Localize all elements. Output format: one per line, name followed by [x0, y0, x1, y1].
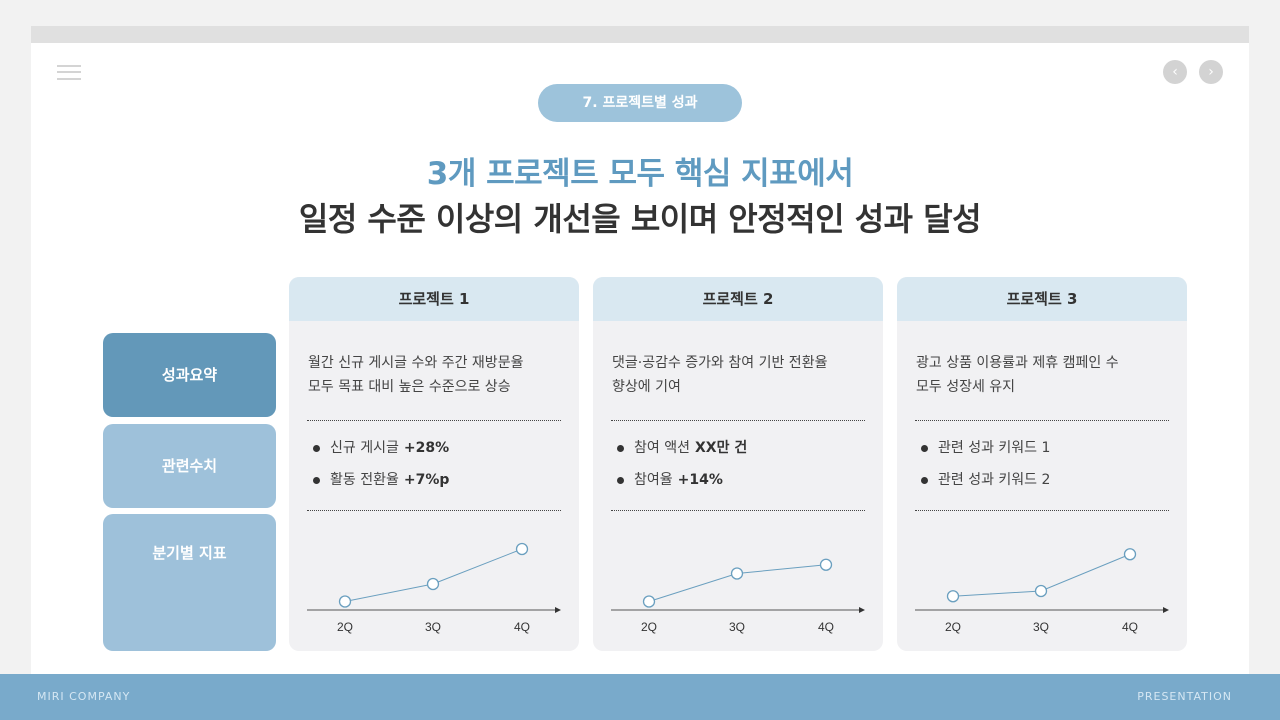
axis-arrow-icon: [1163, 607, 1169, 613]
page-title-line1: 3개 프로젝트 모두 핵심 지표에서: [426, 156, 854, 192]
line-chart: 2Q 3Q 4Q: [307, 542, 561, 634]
metric-label: 관련 성과 키워드 2: [938, 472, 1051, 488]
project-summary: 월간 신규 게시글 수와 주간 재방문율 모두 목표 대비 높은 수준으로 상승: [308, 351, 568, 399]
window-top-bar: [31, 26, 1249, 43]
bullet-icon: [313, 476, 320, 484]
x-tick-label: 4Q: [1122, 620, 1138, 634]
dotted-divider: [915, 510, 1169, 511]
data-point: [426, 577, 440, 591]
row-label-summary: 성과요약: [103, 333, 276, 417]
metric-list: 참여 액션 XX만 건 참여율 +14%: [617, 437, 747, 501]
data-point: [1034, 584, 1048, 598]
metric-label: 관련 성과 키워드 1: [938, 440, 1051, 456]
data-point: [642, 595, 656, 608]
summary-line: 향상에 기여: [612, 379, 681, 395]
company-name: MIRI COMPANY: [37, 690, 131, 703]
footer-bar: MIRI COMPANY PRESENTATION: [0, 674, 1280, 720]
x-tick-label: 2Q: [641, 620, 657, 634]
chevron-right-icon[interactable]: ›: [1199, 60, 1223, 84]
x-tick-label: 2Q: [337, 620, 353, 634]
row-label-quarterly: 분기별 지표: [103, 514, 276, 651]
row-label-metrics: 관련수치: [103, 424, 276, 508]
dotted-divider: [307, 420, 561, 421]
metric-value: +7%p: [403, 472, 450, 488]
dotted-divider: [611, 510, 865, 511]
data-line: [344, 548, 523, 602]
section-badge: 7. 프로젝트별 성과: [538, 84, 742, 122]
axis-arrow-icon: [859, 607, 865, 613]
metric-list: 관련 성과 키워드 1 관련 성과 키워드 2: [921, 437, 1055, 501]
x-tick-label: 4Q: [514, 620, 530, 634]
x-tick-label: 3Q: [1033, 620, 1049, 634]
x-tick-label: 3Q: [425, 620, 441, 634]
metric-label: 신규 게시글: [330, 440, 399, 456]
metric-item: 신규 게시글 +28%: [313, 437, 449, 469]
bullet-icon: [921, 476, 928, 484]
presentation-label: PRESENTATION: [1137, 690, 1232, 703]
metric-value: XX만 건: [694, 440, 748, 456]
metric-item: 참여율 +14%: [617, 469, 747, 501]
x-tick-label: 2Q: [945, 620, 961, 634]
project-card-title: 프로젝트 2: [593, 277, 883, 321]
summary-line: 광고 상품 이용률과 제휴 캠페인 수: [916, 355, 1119, 371]
dotted-divider: [611, 420, 865, 421]
project-card-title: 프로젝트 3: [897, 277, 1187, 321]
metric-item: 관련 성과 키워드 1: [921, 437, 1055, 469]
x-tick-label: 3Q: [729, 620, 745, 634]
project-card-1: 프로젝트 1 월간 신규 게시글 수와 주간 재방문율 모두 목표 대비 높은 …: [289, 277, 579, 651]
bullet-icon: [921, 444, 928, 452]
metric-label: 참여율: [634, 472, 673, 488]
project-summary: 광고 상품 이용률과 제휴 캠페인 수 모두 성장세 유지: [916, 351, 1176, 399]
data-point: [730, 567, 744, 580]
x-tick-label: 4Q: [818, 620, 834, 634]
metric-item: 관련 성과 키워드 2: [921, 469, 1055, 501]
chevron-left-icon[interactable]: ‹: [1163, 60, 1187, 84]
line-chart: 2Q 3Q 4Q: [611, 558, 865, 634]
project-card-3: 프로젝트 3 광고 상품 이용률과 제휴 캠페인 수 모두 성장세 유지 관련 …: [897, 277, 1187, 651]
metric-value: +28%: [403, 440, 450, 456]
project-summary: 댓글·공감수 증가와 참여 기반 전환율 향상에 기여: [612, 351, 872, 399]
summary-line: 월간 신규 게시글 수와 주간 재방문율: [308, 355, 524, 371]
data-point: [515, 542, 529, 556]
metric-item: 참여 액션 XX만 건: [617, 437, 747, 469]
data-point: [338, 595, 352, 608]
metric-label: 참여 액션: [634, 440, 690, 456]
data-point: [819, 558, 833, 571]
metric-item: 활동 전환율 +7%p: [313, 469, 449, 501]
summary-line: 모두 목표 대비 높은 수준으로 상승: [308, 379, 511, 395]
project-card-title: 프로젝트 1: [289, 277, 579, 321]
metric-label: 활동 전환율: [330, 472, 399, 488]
dotted-divider: [915, 420, 1169, 421]
dotted-divider: [307, 510, 561, 511]
metric-value: +14%: [677, 472, 723, 488]
project-card-2: 프로젝트 2 댓글·공감수 증가와 참여 기반 전환율 향상에 기여 참여 액션…: [593, 277, 883, 651]
data-point: [1123, 548, 1137, 561]
metric-list: 신규 게시글 +28% 활동 전환율 +7%p: [313, 437, 449, 501]
page-title-line2: 일정 수준 이상의 개선을 보이며 안정적인 성과 달성: [298, 200, 982, 238]
summary-line: 댓글·공감수 증가와 참여 기반 전환율: [612, 355, 828, 371]
hamburger-icon[interactable]: [57, 63, 81, 81]
bullet-icon: [617, 444, 624, 452]
bullet-icon: [313, 444, 320, 452]
bullet-icon: [617, 476, 624, 484]
data-point: [946, 590, 960, 603]
axis-arrow-icon: [555, 607, 561, 613]
summary-line: 모두 성장세 유지: [916, 379, 1016, 395]
line-chart: 2Q 3Q 4Q: [915, 548, 1169, 634]
